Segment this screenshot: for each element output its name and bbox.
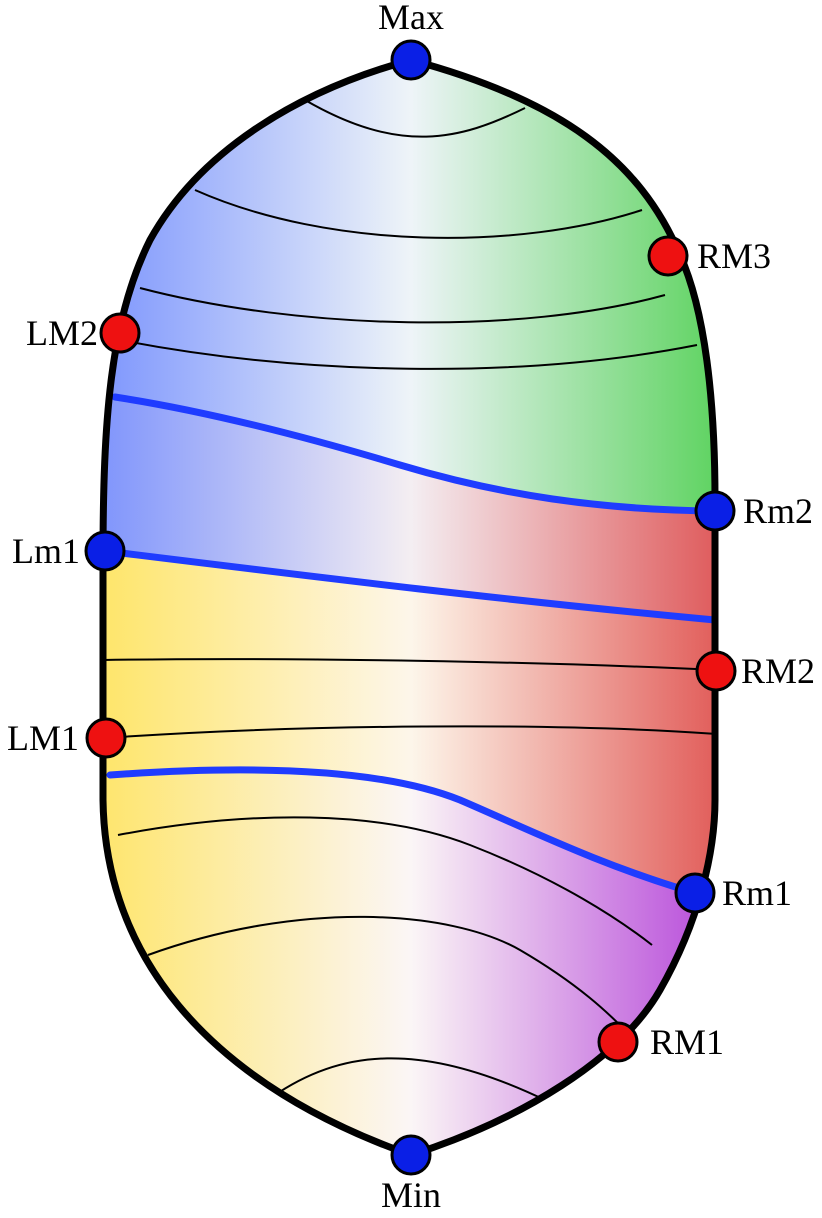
- label-rm1: RM1: [650, 1022, 724, 1062]
- critical-points: [84, 39, 737, 1176]
- min-point: [390, 1134, 432, 1176]
- max-point: [390, 39, 432, 81]
- rm3-point: [647, 235, 689, 277]
- rm2-small-point: [694, 490, 736, 532]
- level-lines: [103, 393, 715, 897]
- contour-lines: [103, 99, 715, 1101]
- label-min: Min: [381, 1175, 441, 1215]
- region-lower: [103, 551, 715, 893]
- label-lm1-small: Lm1: [12, 531, 80, 571]
- label-lm2: LM2: [26, 313, 98, 353]
- point-labels: Max RM3 LM2 Rm2 Lm1 RM2 LM1 Rm1 RM1 Min: [7, 0, 815, 1215]
- lm2-point: [99, 312, 141, 354]
- label-lm1: LM1: [7, 718, 79, 758]
- label-max: Max: [378, 0, 444, 37]
- label-rm2-small: Rm2: [743, 491, 813, 531]
- rm1-small-point: [674, 872, 716, 914]
- label-rm1-small: Rm1: [722, 873, 792, 913]
- rm1-point: [597, 1021, 639, 1063]
- surface-outline: [99, 56, 719, 1159]
- lm1-point: [85, 717, 127, 759]
- rm2-point: [695, 650, 737, 692]
- label-rm2: RM2: [741, 651, 815, 691]
- lm1-small-point: [84, 530, 126, 572]
- label-rm3: RM3: [697, 236, 771, 276]
- region-middle: [103, 397, 715, 622]
